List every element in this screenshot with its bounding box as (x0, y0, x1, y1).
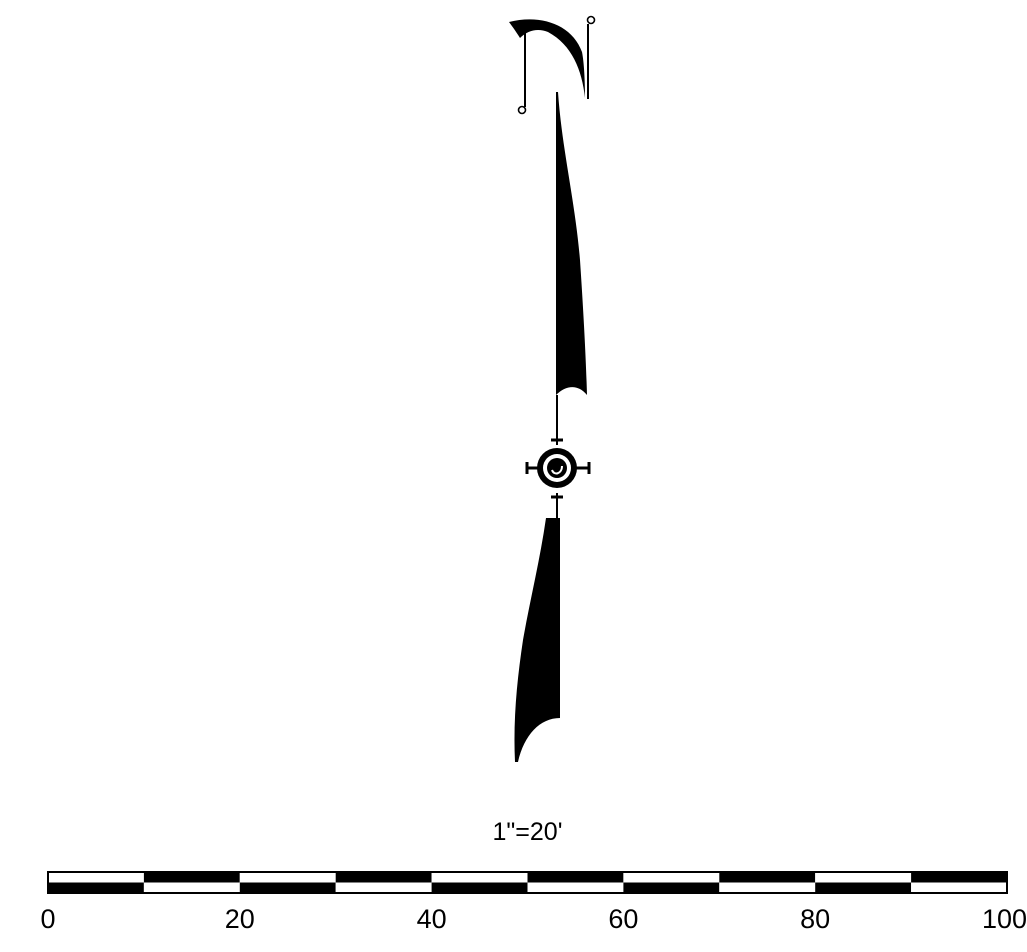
scale-tick-label: 40 (416, 904, 447, 934)
scale-tick-label: 20 (224, 904, 255, 934)
scale-segment-top (48, 873, 144, 883)
scale-segment-bottom (239, 882, 336, 892)
scale-segment-bottom (815, 882, 912, 892)
scale-bar-outline (47, 871, 1008, 894)
scale-segment-top (239, 873, 336, 883)
scale-segment-bottom (623, 882, 720, 892)
scale-segment-top (431, 873, 528, 883)
scale-segment-top (911, 873, 1007, 883)
scale-tick-label: 100 (981, 904, 1027, 934)
north-blade-icon (556, 92, 587, 395)
compass-hub-icon (525, 438, 591, 499)
scale-segment-bottom (719, 882, 816, 892)
scale-tick-label: 60 (608, 904, 639, 934)
north-letter-icon (509, 15, 596, 115)
scale-segment-top (143, 873, 240, 883)
scale-segment-bottom (911, 882, 1007, 892)
scale-ratio-label: 1"=20' (492, 818, 563, 846)
scale-tick-label: 0 (40, 904, 56, 934)
scale-segment-top (527, 873, 624, 883)
scale-segment-bottom (431, 882, 528, 892)
south-blade-icon (514, 518, 560, 762)
scale-segment-top (335, 873, 432, 883)
scale-segment-bottom (48, 882, 144, 892)
north-arrow-icon (509, 15, 596, 762)
scale-segment-bottom (527, 882, 624, 892)
scale-tick-label: 80 (800, 904, 831, 934)
scale-segment-bottom (335, 882, 432, 892)
scale-segment-bottom (143, 882, 240, 892)
scale-segment-top (815, 873, 912, 883)
scale-segment-top (623, 873, 720, 883)
scale-segment-top (719, 873, 816, 883)
